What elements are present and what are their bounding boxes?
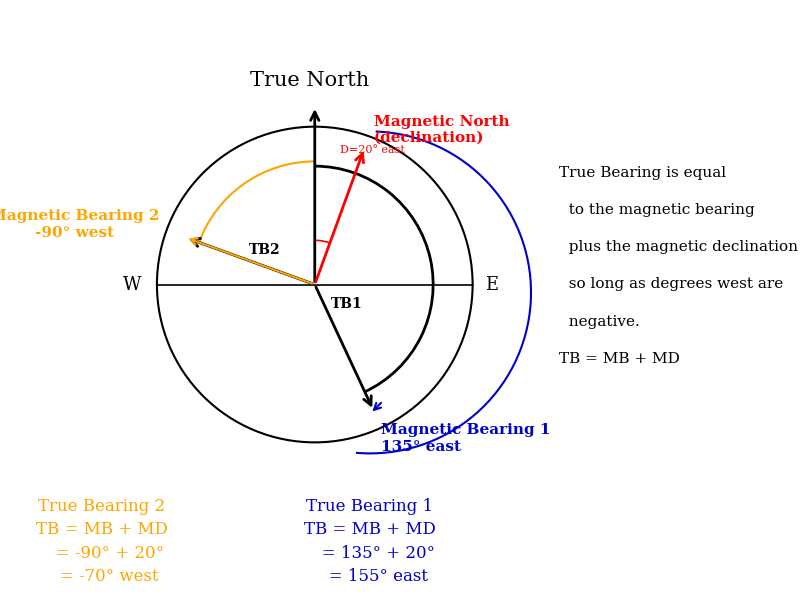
Text: TB2: TB2	[249, 243, 280, 257]
Text: True North: True North	[250, 71, 370, 91]
Text: Magnetic North
(declination): Magnetic North (declination)	[374, 115, 510, 145]
Text: Magnetic Bearing 2
-90° west: Magnetic Bearing 2 -90° west	[0, 209, 159, 239]
Text: True Bearing 2
TB = MB + MD
   = -90° + 20°
   = -70° west: True Bearing 2 TB = MB + MD = -90° + 20°…	[36, 497, 168, 585]
Text: E: E	[486, 275, 498, 293]
Text: D=20° east: D=20° east	[340, 145, 405, 155]
Text: TB = MB + MD: TB = MB + MD	[559, 352, 680, 365]
Text: TB1: TB1	[330, 297, 362, 311]
Text: True Bearing 1
TB = MB + MD
   = 135° + 20°
   = 155° east: True Bearing 1 TB = MB + MD = 135° + 20°…	[304, 497, 436, 585]
Text: True Bearing is equal: True Bearing is equal	[559, 166, 726, 180]
Text: negative.: negative.	[559, 314, 640, 329]
Text: plus the magnetic declination: plus the magnetic declination	[559, 241, 798, 254]
Text: to the magnetic bearing: to the magnetic bearing	[559, 203, 755, 217]
Text: W: W	[122, 275, 141, 293]
Text: Magnetic Bearing 1
135° east: Magnetic Bearing 1 135° east	[381, 424, 550, 454]
Text: so long as degrees west are: so long as degrees west are	[559, 277, 784, 292]
